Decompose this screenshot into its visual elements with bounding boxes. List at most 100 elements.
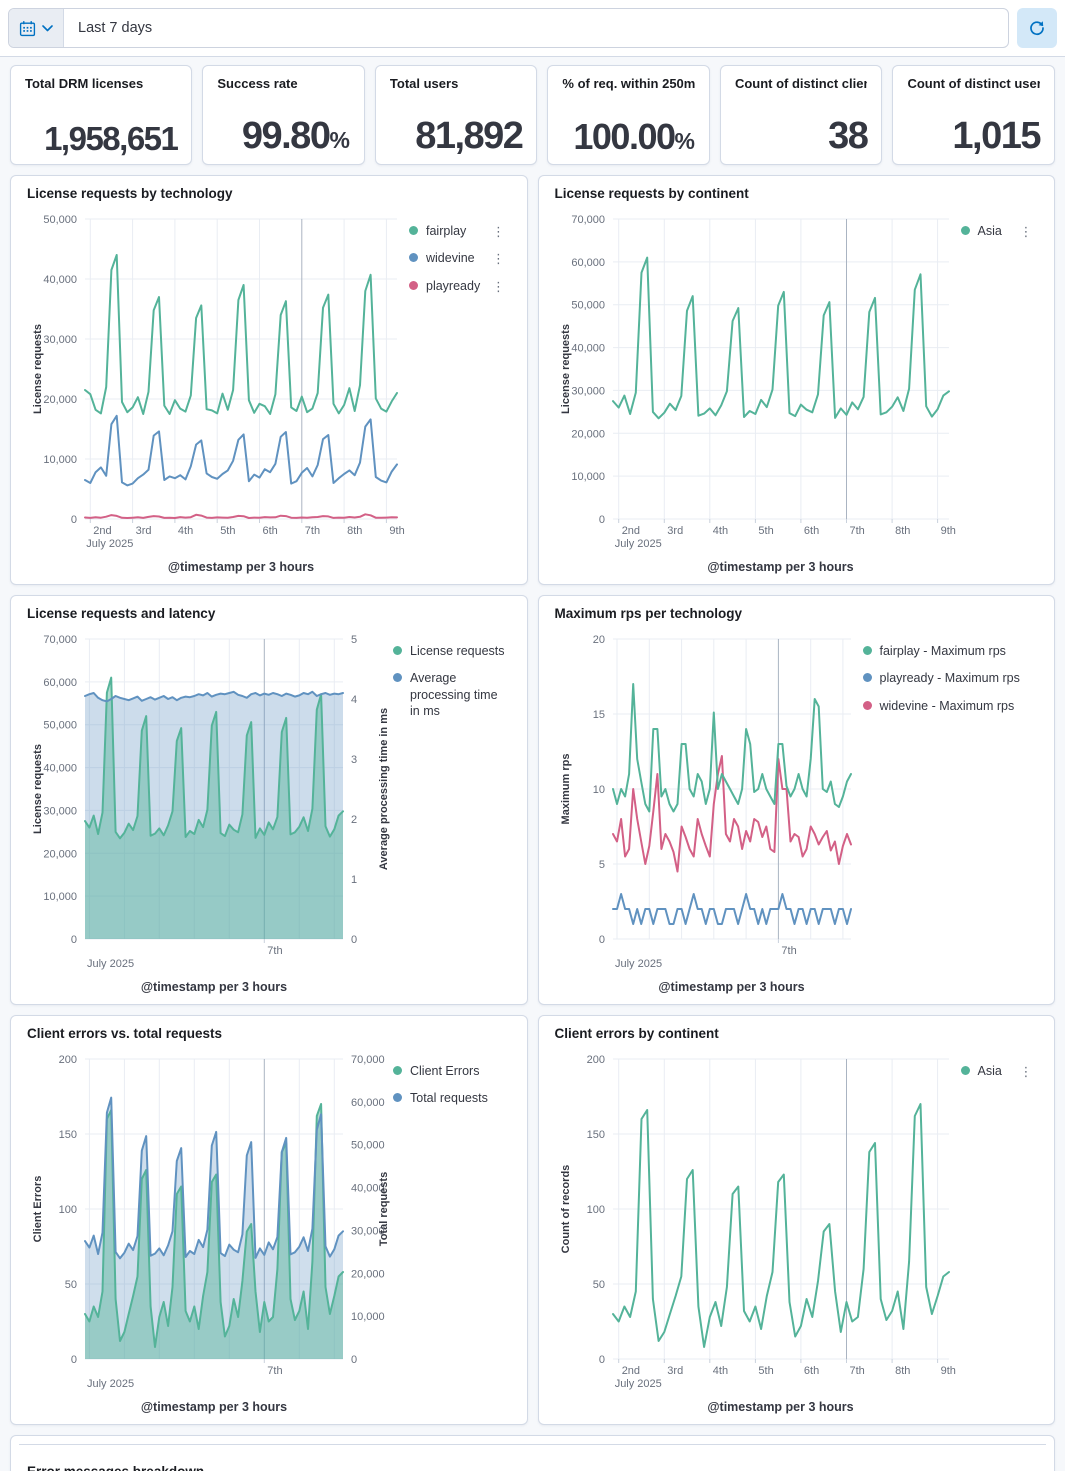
legend-item-client-errors[interactable]: Client Errors — [393, 1063, 505, 1079]
svg-text:0: 0 — [71, 514, 77, 526]
x-axis-title: @timestamp per 3 hours — [167, 560, 315, 574]
legend-item-average-processing-time-in-ms[interactable]: Average processing time in ms — [393, 670, 505, 719]
chart-canvas: 0 10,000 20,000 30,000 40,000 50,000 2nd 3rd 4th… — [32, 214, 405, 550]
svg-text:150: 150 — [586, 1129, 604, 1141]
date-picker: Last 7 days — [8, 8, 1009, 48]
kpi-label: % of req. within 250ms — [562, 76, 695, 91]
svg-text:5: 5 — [351, 634, 357, 646]
chevron-down-icon — [42, 24, 53, 32]
svg-text:July 2025: July 2025 — [615, 958, 662, 970]
panel-title: Error messages breakdown — [27, 1464, 1038, 1471]
panel-license-requests-by-technology: License requests by technology 0 10,000 20… — [10, 175, 528, 585]
legend-actions-icon[interactable]: ⋮ — [492, 251, 505, 267]
svg-text:40,000: 40,000 — [351, 1183, 385, 1195]
kpi-total-drm-licenses: Total DRM licenses 1,958,651 — [10, 65, 193, 165]
svg-text:July 2025: July 2025 — [614, 1378, 661, 1390]
kpi-label: Success rate — [217, 76, 298, 91]
chart-legend: License requests Average processing time … — [393, 629, 505, 719]
legend-item-fairplay[interactable]: fairplay ⋮ — [409, 223, 505, 239]
chart-canvas: 0 50 100 150 200 2nd 3rd 4th 5th 6th 7th 8th 9th July… — [560, 1054, 956, 1390]
legend-item-asia[interactable]: Asia ⋮ — [960, 1063, 1033, 1079]
svg-text:0: 0 — [351, 934, 357, 946]
svg-text:0: 0 — [598, 514, 604, 526]
svg-text:3: 3 — [351, 754, 357, 766]
legend-item-asia[interactable]: Asia ⋮ — [960, 223, 1033, 239]
panel-maximum-rps-per-technology: Maximum rps per technology 0 5 10 15 20 7th Ju… — [537, 595, 1055, 1005]
svg-text:60,000: 60,000 — [571, 257, 605, 269]
refresh-button[interactable] — [1017, 8, 1057, 48]
legend-label: fairplay - Maximum rps — [879, 644, 1006, 658]
legend-item-widevine-maximum-rps[interactable]: widevine - Maximum rps — [862, 698, 1033, 714]
legend-item-fairplay-maximum-rps[interactable]: fairplay - Maximum rps — [862, 643, 1033, 659]
svg-text:7th: 7th — [781, 945, 796, 957]
chart-legend: fairplay ⋮ widevine ⋮ playready ⋮ — [409, 209, 505, 294]
query-bar: Last 7 days — [0, 0, 1065, 57]
legend-item-widevine[interactable]: widevine ⋮ — [409, 250, 505, 266]
svg-text:100: 100 — [59, 1204, 77, 1216]
svg-text:2nd: 2nd — [93, 525, 111, 537]
svg-text:2nd: 2nd — [621, 525, 639, 537]
legend-actions-icon[interactable]: ⋮ — [492, 224, 505, 239]
svg-text:10,000: 10,000 — [43, 454, 77, 466]
svg-text:30,000: 30,000 — [351, 1225, 385, 1237]
svg-text:Average processing time in ms: Average processing time in ms — [378, 708, 390, 870]
kpi-label: Count of distinct client I... — [734, 76, 868, 91]
chart-plot: 0 10,000 20,000 30,000 40,000 50,000 2nd 3rd 4th… — [27, 209, 409, 558]
time-range-value[interactable]: Last 7 days — [78, 20, 153, 36]
chart-legend: fairplay - Maximum rps playready - Maximu… — [862, 629, 1033, 714]
chart-plot: 0 50 100 150 200 2nd 3rd 4th 5th 6th 7th 8th 9th July… — [555, 1049, 961, 1398]
svg-text:7th: 7th — [849, 525, 864, 537]
legend-series-dot — [393, 646, 402, 655]
kpi-value: 81,892 — [415, 115, 524, 157]
x-axis-title: @timestamp per 3 hours — [140, 1400, 288, 1414]
legend-label: playready - Maximum rps — [879, 671, 1020, 686]
date-picker-menu-button[interactable] — [9, 9, 64, 47]
svg-text:4th: 4th — [178, 525, 193, 537]
svg-text:30,000: 30,000 — [43, 334, 77, 346]
svg-text:50: 50 — [65, 1279, 77, 1291]
refresh-icon — [1028, 19, 1046, 37]
kpi-value: 38 — [828, 115, 869, 157]
legend-item-total-requests[interactable]: Total requests — [393, 1090, 505, 1106]
legend-label: Client Errors — [410, 1064, 480, 1078]
legend-actions-icon[interactable]: ⋮ — [1019, 1064, 1033, 1079]
svg-text:Count of records: Count of records — [560, 1165, 572, 1254]
legend-actions-icon[interactable]: ⋮ — [492, 278, 505, 294]
svg-text:60,000: 60,000 — [351, 1097, 385, 1109]
svg-text:4: 4 — [351, 694, 357, 706]
svg-text:50: 50 — [592, 1279, 604, 1291]
panel-error-messages-breakdown: Error messages breakdown — [10, 1435, 1055, 1471]
kpi-label: Total users — [389, 76, 459, 91]
legend-item-playready[interactable]: playready ⋮ — [409, 278, 505, 294]
panel-license-requests-and-latency: License requests and latency 0 10,000 20,0… — [10, 595, 528, 1005]
legend-series-dot — [862, 646, 872, 655]
svg-text:150: 150 — [59, 1129, 77, 1141]
svg-text:200: 200 — [59, 1054, 77, 1066]
panel-title: License requests by technology — [27, 186, 233, 201]
svg-text:10,000: 10,000 — [43, 891, 77, 903]
svg-text:5th: 5th — [758, 525, 773, 537]
svg-text:July 2025: July 2025 — [86, 538, 133, 550]
svg-text:7th: 7th — [849, 1365, 864, 1377]
svg-text:0: 0 — [71, 934, 77, 946]
panel-title: Client errors vs. total requests — [27, 1026, 223, 1041]
legend-series-dot — [393, 1093, 402, 1103]
svg-text:6th: 6th — [803, 525, 818, 537]
svg-text:Client Errors: Client Errors — [32, 1176, 44, 1243]
svg-text:40,000: 40,000 — [43, 763, 77, 775]
legend-label: Asia — [977, 1064, 1002, 1078]
svg-text:10,000: 10,000 — [571, 471, 605, 483]
svg-text:3rd: 3rd — [667, 1365, 683, 1377]
svg-text:8th: 8th — [895, 1365, 910, 1377]
legend-series-dot — [409, 280, 418, 290]
svg-text:10,000: 10,000 — [351, 1311, 385, 1323]
svg-text:7th: 7th — [267, 945, 282, 957]
svg-text:0: 0 — [71, 1354, 77, 1366]
panel-license-requests-by-continent: License requests by continent 0 10,000 20,… — [537, 175, 1055, 585]
legend-actions-icon[interactable]: ⋮ — [1019, 224, 1033, 239]
svg-text:7th: 7th — [305, 525, 320, 537]
svg-text:15: 15 — [592, 709, 604, 721]
legend-item-license-requests[interactable]: License requests — [393, 643, 505, 659]
legend-item-playready-maximum-rps[interactable]: playready - Maximum rps — [862, 670, 1033, 686]
kpi-value: 1,958,651 — [44, 120, 179, 157]
